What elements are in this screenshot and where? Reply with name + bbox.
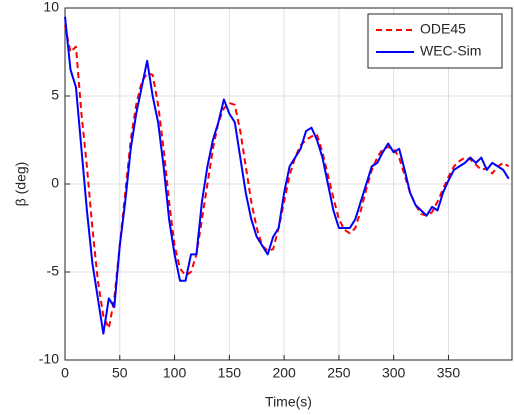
- y-tick-label: 0: [51, 175, 59, 191]
- x-tick-label: 300: [382, 365, 406, 381]
- x-tick-label: 50: [112, 365, 128, 381]
- x-tick-label: 200: [272, 365, 296, 381]
- legend-box: [367, 13, 503, 69]
- series-line: [64, 25, 510, 330]
- x-tick-label: 150: [218, 365, 242, 381]
- x-tick-label: 0: [61, 365, 69, 381]
- y-tick-label: -10: [39, 351, 59, 367]
- y-tick-label: -5: [47, 263, 60, 279]
- y-axis-label: β (deg): [13, 162, 29, 207]
- legend-label: ODE45: [420, 21, 466, 37]
- x-tick-label: 100: [163, 365, 187, 381]
- x-axis-label: Time(s): [265, 394, 312, 410]
- y-tick-label: 5: [51, 87, 59, 103]
- x-tick-label: 250: [327, 365, 351, 381]
- legend-label: WEC-Sim: [420, 43, 481, 59]
- x-tick-label: 350: [437, 365, 461, 381]
- y-tick-label: 10: [43, 0, 59, 15]
- legend: ODE45 WEC-Sim: [367, 13, 503, 69]
- axes-frame: [64, 7, 513, 361]
- series-line: [64, 16, 510, 335]
